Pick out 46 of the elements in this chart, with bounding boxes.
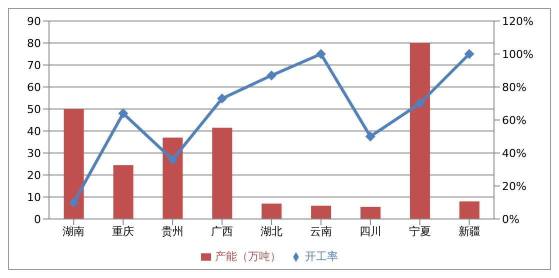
y2-tick-label: 120% bbox=[502, 14, 534, 28]
bar bbox=[212, 128, 232, 219]
y2-tick-label: 40% bbox=[502, 146, 526, 160]
point bbox=[365, 132, 376, 142]
y2-tick-label: 20% bbox=[502, 180, 526, 193]
y-tick-label: 60 bbox=[27, 80, 41, 94]
y2-tick-label: 100% bbox=[502, 48, 534, 61]
y-tick-label: 40 bbox=[27, 124, 41, 138]
y2-tick-label: 0% bbox=[502, 212, 520, 226]
bar bbox=[262, 204, 282, 219]
point bbox=[68, 198, 79, 208]
point bbox=[266, 70, 276, 80]
y2-tick-label: 80% bbox=[502, 80, 526, 94]
x-tick-label: 重庆 bbox=[112, 224, 134, 238]
y-tick-label: 70 bbox=[27, 58, 41, 72]
bar bbox=[64, 109, 84, 219]
legend-label: 开工率 bbox=[305, 250, 338, 263]
y-tick-label: 30 bbox=[27, 146, 41, 160]
point bbox=[168, 154, 178, 165]
y2-tick-label: 60% bbox=[502, 114, 526, 127]
x-tick-label: 广西 bbox=[211, 224, 234, 238]
legend-label: 产能（万吨） bbox=[215, 250, 281, 263]
bar bbox=[459, 201, 480, 219]
y-tick-label: 0 bbox=[34, 212, 41, 226]
bar bbox=[113, 165, 134, 219]
y-tick-label: 80 bbox=[27, 36, 41, 50]
x-tick-label: 湖南 bbox=[62, 224, 85, 238]
x-tick-label: 新疆 bbox=[458, 224, 480, 238]
x-tick-label: 云南 bbox=[310, 224, 332, 238]
bar bbox=[410, 43, 430, 219]
bar bbox=[360, 206, 380, 219]
bar bbox=[311, 206, 332, 219]
x-tick-label: 宁夏 bbox=[408, 224, 431, 238]
y-tick-label: 90 bbox=[27, 14, 41, 28]
bar bbox=[162, 138, 183, 219]
point bbox=[414, 98, 425, 108]
x-tick-label: 贵州 bbox=[162, 224, 184, 238]
y-tick-label: 20 bbox=[27, 168, 41, 182]
point bbox=[464, 49, 474, 59]
x-tick-label: 四川 bbox=[359, 224, 382, 238]
x-tick-label: 湖北 bbox=[260, 224, 282, 238]
y-tick-label: 50 bbox=[27, 102, 41, 116]
point bbox=[118, 108, 128, 118]
point bbox=[316, 49, 326, 59]
y-tick-label: 10 bbox=[27, 190, 41, 204]
point bbox=[217, 94, 228, 104]
